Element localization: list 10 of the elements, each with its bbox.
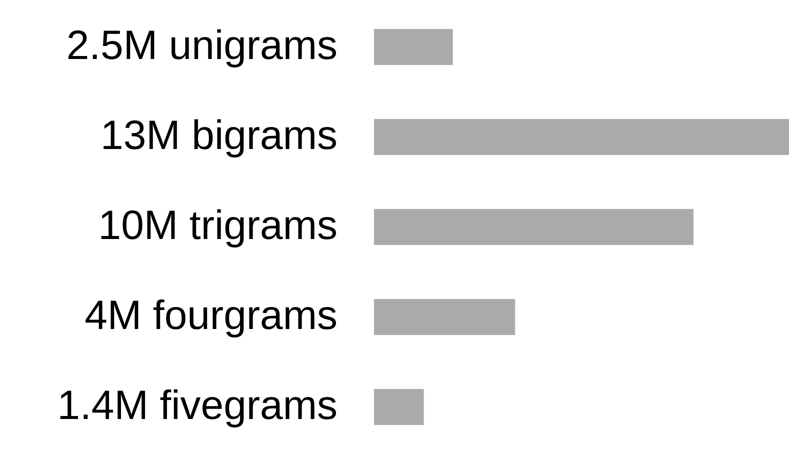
y-tick-label: 13M bigrams <box>100 112 338 158</box>
y-tick-label: 4M fourgrams <box>84 292 338 338</box>
bar <box>374 29 453 65</box>
bar <box>374 119 789 155</box>
bar <box>374 299 516 335</box>
y-tick-label: 1.4M fivegrams <box>57 382 338 428</box>
bar <box>374 209 694 245</box>
y-tick-label: 10M trigrams <box>98 202 338 248</box>
y-tick-label: 2.5M unigrams <box>66 22 338 68</box>
bar <box>374 389 424 425</box>
